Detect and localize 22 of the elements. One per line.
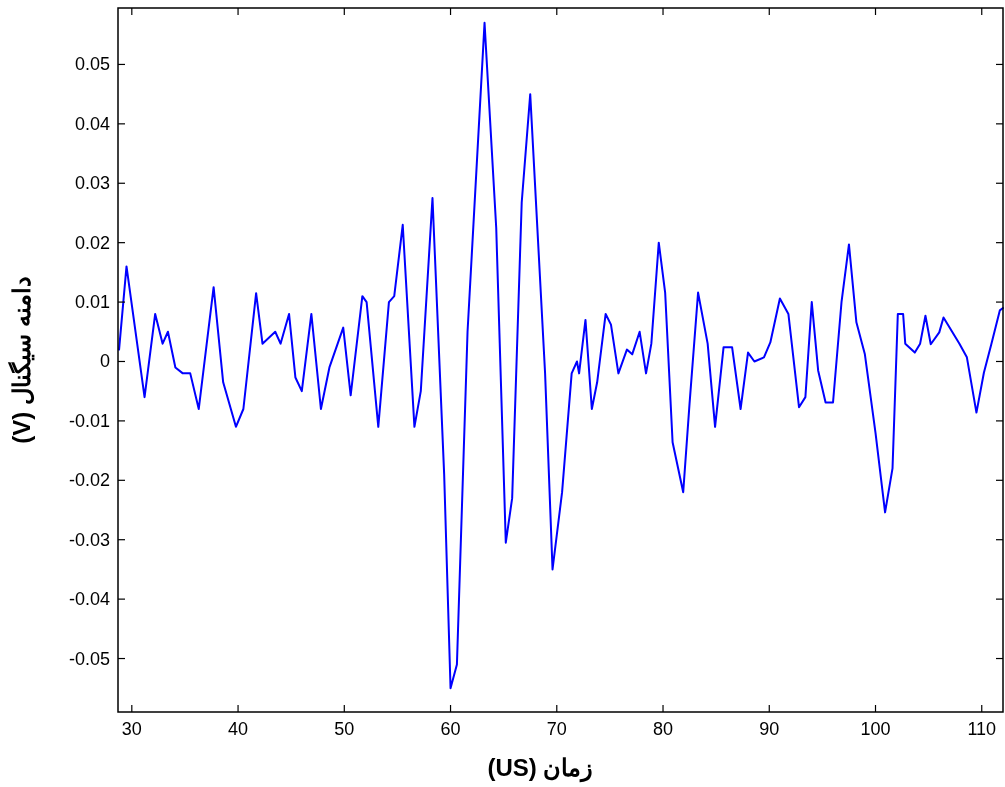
y-tick-label: -0.01 [68, 410, 110, 431]
x-tick-label: 80 [653, 719, 674, 739]
x-tick-label: 70 [546, 719, 567, 739]
x-tick-label: 30 [121, 719, 142, 739]
y-axis-title: دامنه سیگنال (V) [7, 276, 35, 444]
y-tick-label: -0.04 [68, 589, 110, 610]
x-axis-title: زمان (US) [487, 754, 594, 783]
y-tick-label: 0.05 [74, 54, 110, 75]
x-tick-label: 90 [759, 719, 780, 739]
y-tick-label: -0.03 [68, 529, 110, 550]
y-tick-label: -0.05 [68, 648, 110, 669]
x-tick-label: 100 [860, 719, 891, 739]
y-tick-label: 0.04 [74, 113, 110, 134]
y-tick-label: 0.02 [74, 232, 110, 253]
x-tick-label: 50 [334, 719, 355, 739]
y-tick-label: -0.02 [68, 470, 110, 491]
x-tick-label: 110 [967, 719, 997, 739]
y-tick-label: 0 [99, 351, 110, 372]
x-tick-label: 60 [440, 719, 461, 739]
y-tick-label: 0.03 [74, 173, 110, 194]
x-tick-label: 40 [228, 719, 249, 739]
y-tick-label: 0.01 [74, 292, 110, 313]
